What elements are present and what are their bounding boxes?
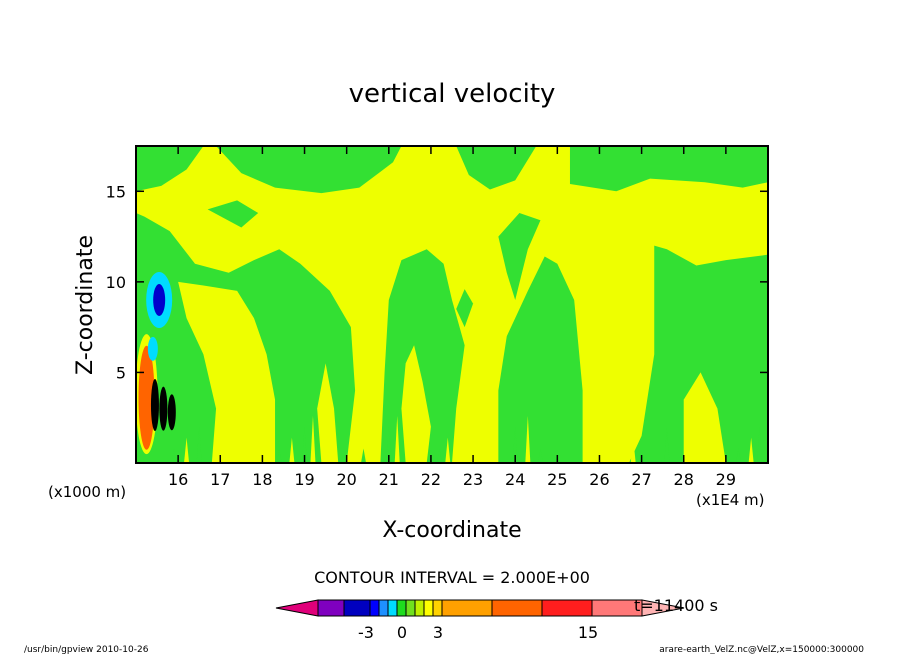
y-units-note: (x1000 m) xyxy=(48,483,126,501)
colorbar-tick-label-2: 0 xyxy=(397,623,407,642)
positive-region-6 xyxy=(595,309,617,463)
colorbar-swatch-5 xyxy=(387,599,398,617)
x-units-note: (x1E4 m) xyxy=(696,491,765,509)
ripple-15 xyxy=(512,426,518,463)
ripple-13 xyxy=(436,448,442,463)
x-tick-label-18: 18 xyxy=(252,470,272,489)
ripple-20 xyxy=(689,415,695,463)
colorbar-swatch-4 xyxy=(378,599,389,617)
colorbar-arrow-left xyxy=(275,599,319,617)
colorbar-swatch-7 xyxy=(405,599,416,617)
ripple-1 xyxy=(171,448,177,463)
x-tick-label-21: 21 xyxy=(379,470,399,489)
y-axis-label: Z-coordinate xyxy=(73,235,98,375)
strong-cell-1 xyxy=(150,379,159,432)
ripple-10 xyxy=(369,437,375,463)
ripple-22 xyxy=(748,437,754,463)
x-tick-label-25: 25 xyxy=(547,470,567,489)
contour-interval-label: CONTOUR INTERVAL = 2.000E+00 xyxy=(314,568,590,587)
colorbar-swatch-10 xyxy=(432,599,443,617)
colorbar-tick-label-4: 15 xyxy=(578,623,598,642)
small-cyan-cell xyxy=(147,336,158,361)
colorbar xyxy=(275,599,685,617)
ripple-19 xyxy=(664,426,670,463)
x-tick-label-20: 20 xyxy=(336,470,356,489)
y-tick-label-15: 15 xyxy=(106,182,126,201)
plot-area xyxy=(135,145,769,464)
x-tick-label-22: 22 xyxy=(421,470,441,489)
positive-region-4 xyxy=(317,363,339,463)
plot-frame xyxy=(135,145,769,464)
colorbar-swatch-2 xyxy=(343,599,371,617)
y-axis: 5 10 15 xyxy=(106,182,768,382)
colorbar-swatch-1 xyxy=(317,599,345,617)
ripple-17 xyxy=(537,448,544,463)
footer-left: /usr/bin/gpview 2010-10-26 xyxy=(24,645,149,654)
colorbar-swatch-9 xyxy=(423,599,434,617)
ripple-12 xyxy=(394,415,400,463)
colorbar-swatch-11 xyxy=(441,599,493,617)
ripple-11 xyxy=(386,426,392,463)
positive-region-3 xyxy=(401,345,431,463)
negative-island-1 xyxy=(498,213,541,300)
x-axis: 16 17 18 19 20 21 22 23 24 25 26 27 28 29 xyxy=(168,146,736,489)
colorbar-swatch-6 xyxy=(396,599,407,617)
ripple-2 xyxy=(184,437,190,463)
colorbar-tick-label-3: 3 xyxy=(433,623,443,642)
negative-island-3 xyxy=(456,289,474,328)
x-tick-label-16: 16 xyxy=(168,470,188,489)
field-features xyxy=(135,271,176,455)
downdraft-core xyxy=(153,283,166,316)
y-tick-label-5: 5 xyxy=(116,363,126,382)
x-tick-label-17: 17 xyxy=(210,470,230,489)
ripple-21 xyxy=(735,448,742,463)
x-tick-label-29: 29 xyxy=(716,470,736,489)
footer-right: arare-earth_VelZ.nc@VelZ,x=150000:300000 xyxy=(659,645,864,654)
x-tick-label-24: 24 xyxy=(505,470,525,489)
ripple-4 xyxy=(247,415,253,463)
ripple-14 xyxy=(445,437,451,463)
ripple-23 xyxy=(757,426,763,463)
chart-title: vertical velocity xyxy=(349,79,556,109)
ripple-8 xyxy=(310,415,316,463)
x-axis-label: X-coordinate xyxy=(382,518,521,543)
strong-cell-2 xyxy=(159,386,168,431)
ripple-3 xyxy=(196,426,202,463)
negative-island-2 xyxy=(207,200,259,228)
colorbar-swatch-12 xyxy=(491,599,543,617)
colorbar-tick-label-1: -3 xyxy=(358,623,374,642)
positive-region-5 xyxy=(683,372,726,463)
field-bands xyxy=(136,146,768,463)
ripple-7 xyxy=(302,426,308,463)
x-tick-label-28: 28 xyxy=(674,470,694,489)
colorbar-swatch-8 xyxy=(414,599,425,617)
colorbar-ticks: -3 0 3 15 xyxy=(358,623,598,642)
strong-cell-3 xyxy=(167,394,176,431)
ripple-6 xyxy=(289,437,295,463)
x-tick-label-23: 23 xyxy=(463,470,483,489)
x-tick-label-19: 19 xyxy=(294,470,314,489)
y-tick-label-10: 10 xyxy=(106,273,126,292)
time-label: t=11400 s xyxy=(634,596,718,615)
x-tick-label-27: 27 xyxy=(631,470,651,489)
ripple-16 xyxy=(525,415,531,463)
x-tick-label-26: 26 xyxy=(589,470,609,489)
positive-region-2 xyxy=(178,281,276,463)
colorbar-arrow-right xyxy=(641,599,685,617)
ripple-18 xyxy=(630,437,636,463)
ripple-9 xyxy=(360,448,367,463)
colorbar-swatch-3 xyxy=(369,599,380,617)
colorbar-swatch-13 xyxy=(541,599,593,617)
ripple-5 xyxy=(276,448,282,463)
